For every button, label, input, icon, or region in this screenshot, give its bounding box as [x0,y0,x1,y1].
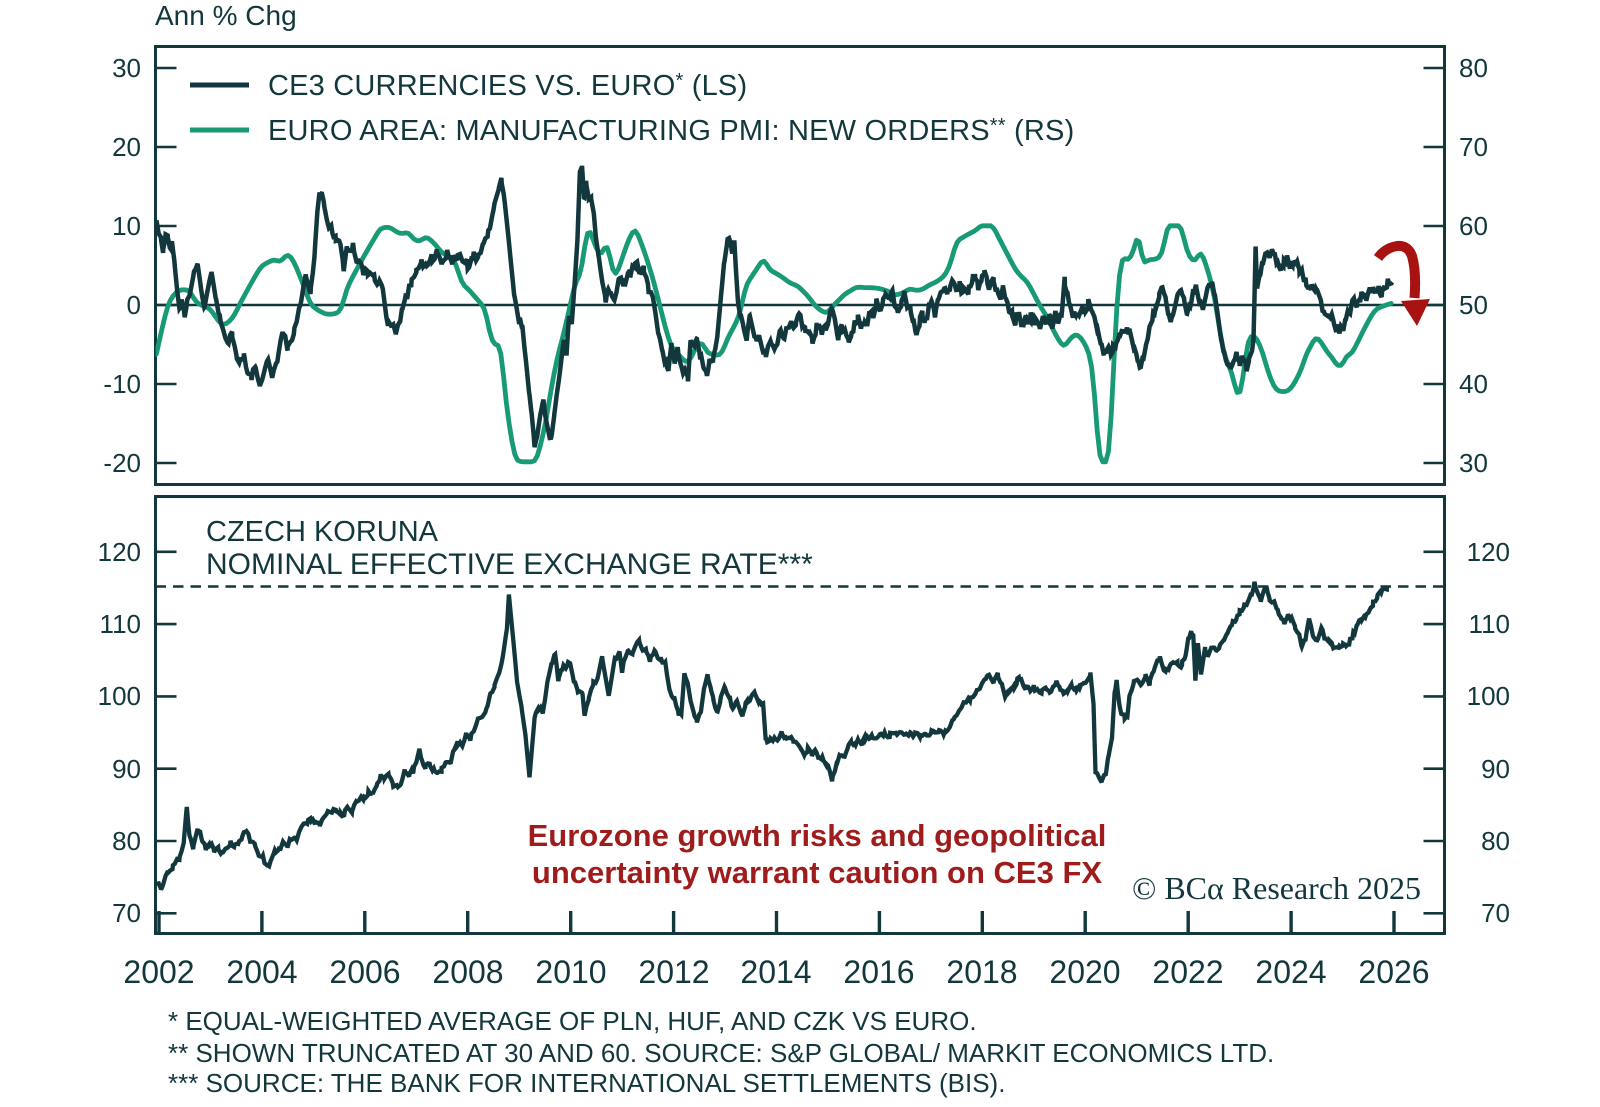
svg-text:90: 90 [1481,754,1510,784]
svg-text:2006: 2006 [329,954,400,990]
svg-text:70: 70 [112,898,141,928]
svg-text:2004: 2004 [226,954,297,990]
svg-text:2008: 2008 [432,954,503,990]
svg-text:100: 100 [1467,681,1510,711]
svg-text:90: 90 [112,754,141,784]
svg-text:110: 110 [1469,609,1510,639]
svg-text:2020: 2020 [1049,954,1120,990]
svg-text:30: 30 [1459,448,1488,478]
svg-text:Ann % Chg: Ann % Chg [155,0,297,31]
svg-text:EURO AREA: MANUFACTURING PMI:: EURO AREA: MANUFACTURING PMI: NEW ORDERS… [268,115,1074,147]
svg-text:2002: 2002 [123,954,194,990]
svg-text:uncertainty warrant caution on: uncertainty warrant caution on CE3 FX [532,855,1102,890]
svg-text:120: 120 [98,537,141,567]
svg-text:CZECH KORUNA: CZECH KORUNA [206,516,439,548]
svg-text:70: 70 [1459,132,1488,162]
svg-text:2022: 2022 [1152,954,1223,990]
svg-text:0: 0 [127,290,141,320]
svg-text:-20: -20 [103,448,141,478]
svg-text:2012: 2012 [638,954,709,990]
svg-text:80: 80 [1459,53,1488,83]
svg-text:2014: 2014 [740,954,811,990]
svg-text:30: 30 [112,53,141,83]
svg-text:20: 20 [112,132,141,162]
svg-text:Eurozone growth risks and geop: Eurozone growth risks and geopolitical [528,818,1107,853]
svg-text:NOMINAL EFFECTIVE EXCHANGE RAT: NOMINAL EFFECTIVE EXCHANGE RATE*** [206,548,813,581]
svg-text:40: 40 [1459,369,1488,399]
svg-text:2018: 2018 [946,954,1017,990]
svg-text:60: 60 [1459,211,1488,241]
svg-text:2016: 2016 [843,954,914,990]
svg-text:*** SOURCE: THE BANK FOR INTER: *** SOURCE: THE BANK FOR INTERNATIONAL S… [168,1068,1005,1098]
svg-text:80: 80 [1481,826,1510,856]
svg-text:100: 100 [98,681,141,711]
svg-text:© BCα Research 2025: © BCα Research 2025 [1132,870,1421,906]
svg-text:** SHOWN TRUNCATED AT 30 AND 6: ** SHOWN TRUNCATED AT 30 AND 60. SOURCE:… [168,1038,1274,1068]
svg-text:80: 80 [112,826,141,856]
svg-text:2024: 2024 [1255,954,1326,990]
svg-text:CE3 CURRENCIES VS. EURO* (LS): CE3 CURRENCIES VS. EURO* (LS) [268,70,747,102]
svg-text:2026: 2026 [1358,954,1429,990]
svg-text:50: 50 [1459,290,1488,320]
svg-text:70: 70 [1481,898,1510,928]
svg-text:120: 120 [1467,537,1510,567]
svg-text:10: 10 [112,211,141,241]
svg-text:110: 110 [100,609,141,639]
svg-text:2010: 2010 [535,954,606,990]
svg-text:-10: -10 [103,369,141,399]
svg-text:* EQUAL-WEIGHTED AVERAGE OF PL: * EQUAL-WEIGHTED AVERAGE OF PLN, HUF, AN… [168,1006,977,1036]
